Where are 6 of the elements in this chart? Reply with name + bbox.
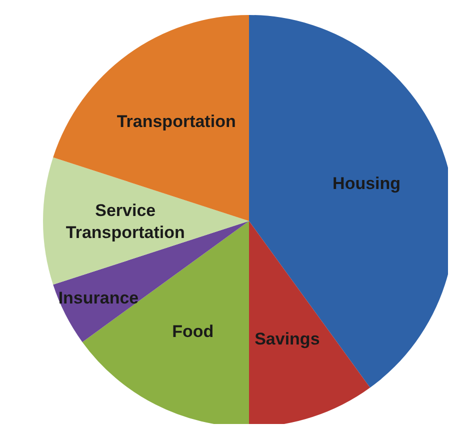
- slice-label: Transportation: [116, 112, 236, 131]
- slice-label: Food: [172, 322, 214, 341]
- slice-label: Insurance: [58, 288, 139, 308]
- slice-label: Savings: [254, 329, 320, 348]
- slice-label: Service Transportation: [66, 200, 185, 242]
- slice-label: Housing: [332, 173, 401, 192]
